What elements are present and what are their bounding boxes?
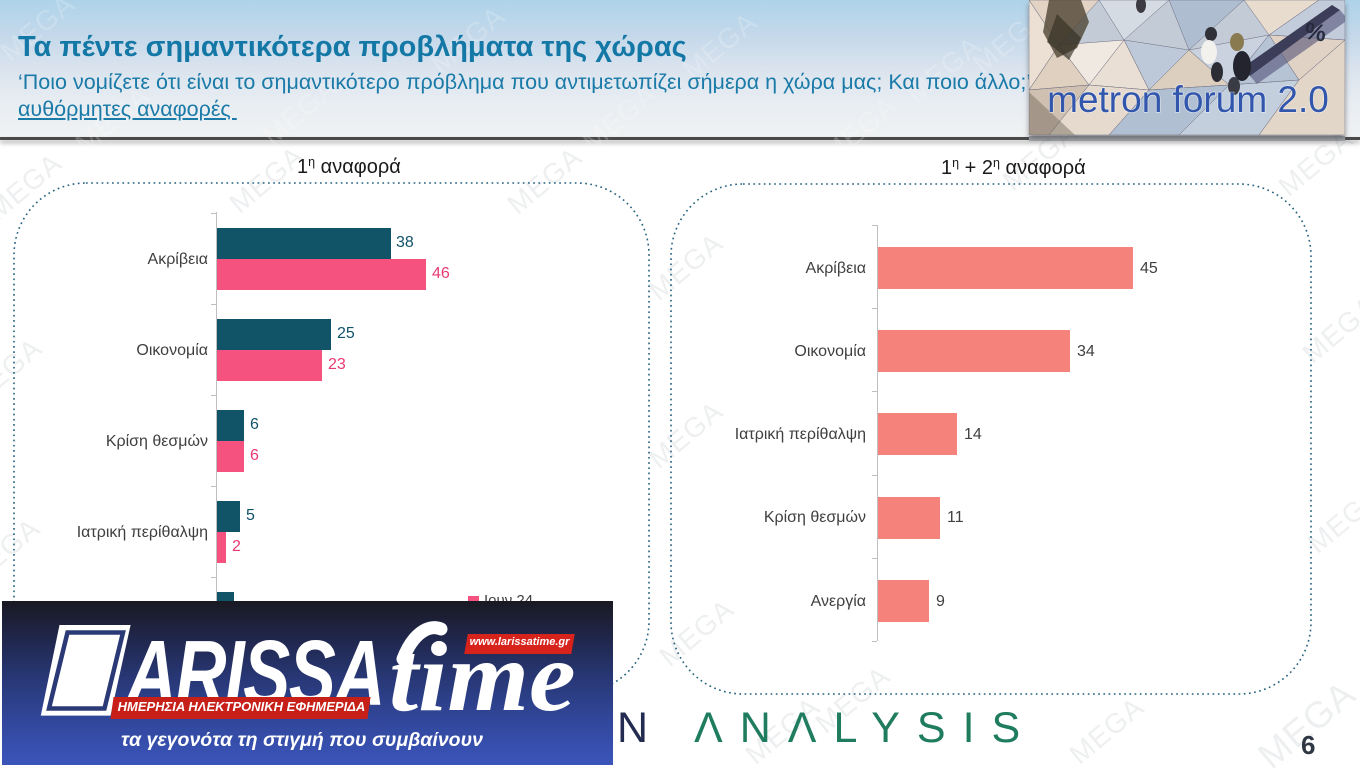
svg-text:metron forum 2.0: metron forum 2.0: [1047, 79, 1329, 120]
svg-text:%: %: [1303, 18, 1328, 48]
